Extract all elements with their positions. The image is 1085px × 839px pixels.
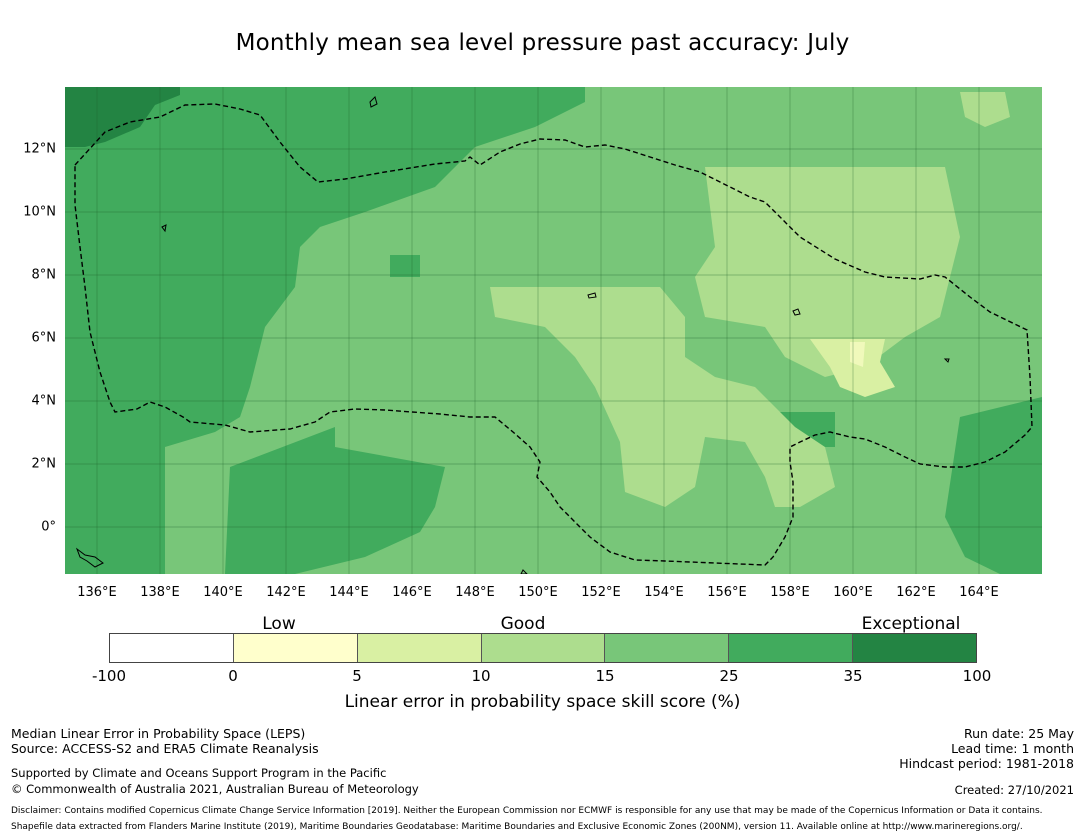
legend-label: Linear error in probability space skill … xyxy=(344,692,741,712)
legend-swatch-1 xyxy=(110,634,234,662)
lon-label-154e: 154°E xyxy=(644,585,684,600)
region-very-good-southwest xyxy=(225,427,445,574)
lat-label-8n: 8°N xyxy=(31,267,57,283)
lon-label-150e: 150°E xyxy=(518,585,558,600)
created-date: Created: 27/10/2021 xyxy=(954,783,1074,797)
region-exceptional xyxy=(65,87,180,147)
footer-method: Median Linear Error in Probability Space… xyxy=(11,726,306,741)
legend-tick: 25 xyxy=(719,667,739,685)
lat-label-0: 0° xyxy=(41,519,56,535)
lat-label-12n: 12°N xyxy=(23,141,56,157)
lat-label-10n: 10°N xyxy=(23,204,56,220)
run-date: Run date: 25 May xyxy=(963,726,1074,741)
lon-label-146e: 146°E xyxy=(392,585,432,600)
lon-label-148e: 148°E xyxy=(455,585,495,600)
disclaimer: Disclaimer: Contains modified Copernicus… xyxy=(11,806,1043,816)
map-gridlines xyxy=(65,87,1042,574)
lon-label-160e: 160°E xyxy=(833,585,873,600)
lon-label-152e: 152°E xyxy=(581,585,621,600)
legend-swatch-7 xyxy=(853,634,977,662)
shapefile-credit: Shapefile data extracted from Flanders M… xyxy=(11,822,1023,832)
region-very-low xyxy=(850,342,865,367)
eez-boundary xyxy=(74,103,1033,566)
region-low-pocket xyxy=(810,339,895,397)
footer-support: Supported by Climate and Oceans Support … xyxy=(11,766,387,780)
legend-tick: 0 xyxy=(228,667,238,685)
legend-tick: 100 xyxy=(962,667,992,685)
lat-label-6n: 6°N xyxy=(31,330,57,346)
lat-label-2n: 2°N xyxy=(31,456,57,472)
lon-label-142e: 142°E xyxy=(266,585,306,600)
legend-tick: 15 xyxy=(595,667,615,685)
legend-colorbar xyxy=(109,633,977,663)
legend-category-exceptional: Exceptional xyxy=(861,614,961,634)
region-fair-northeast xyxy=(960,92,1010,127)
region-fair-central xyxy=(490,287,835,507)
lon-label-144e: 144°E xyxy=(329,585,369,600)
skill-score-map xyxy=(65,87,1042,574)
legend-swatch-2 xyxy=(233,634,358,662)
legend-tick: 5 xyxy=(352,667,362,685)
region-fair-east xyxy=(695,167,960,377)
legend-category-good: Good xyxy=(500,614,546,634)
region-very-good-west xyxy=(65,87,585,574)
map-title: Monthly mean sea level pressure past acc… xyxy=(235,30,850,56)
islands xyxy=(75,96,950,574)
lon-label-162e: 162°E xyxy=(896,585,936,600)
region-very-good-patch xyxy=(390,255,420,277)
hindcast-period: Hindcast period: 1981-2018 xyxy=(899,756,1074,771)
lon-label-138e: 138°E xyxy=(140,585,180,600)
footer-source: Source: ACCESS-S2 and ERA5 Climate Reana… xyxy=(11,741,319,756)
legend-swatch-6 xyxy=(729,634,854,662)
legend-swatch-3 xyxy=(357,634,482,662)
lon-label-156e: 156°E xyxy=(707,585,747,600)
lon-label-140e: 140°E xyxy=(203,585,243,600)
legend-tick: -100 xyxy=(91,667,127,685)
lat-label-4n: 4°N xyxy=(31,393,57,409)
footer-copyright: © Commonwealth of Australia 2021, Austra… xyxy=(11,782,419,796)
lon-label-136e: 136°E xyxy=(77,585,117,600)
legend-tick: 35 xyxy=(843,667,863,685)
legend-swatch-4 xyxy=(481,634,606,662)
legend-tick: 10 xyxy=(471,667,491,685)
legend-category-low: Low xyxy=(262,614,296,634)
lead-time: Lead time: 1 month xyxy=(951,741,1074,756)
lon-label-164e: 164°E xyxy=(959,585,999,600)
legend-swatch-5 xyxy=(605,634,730,662)
lon-label-158e: 158°E xyxy=(770,585,810,600)
